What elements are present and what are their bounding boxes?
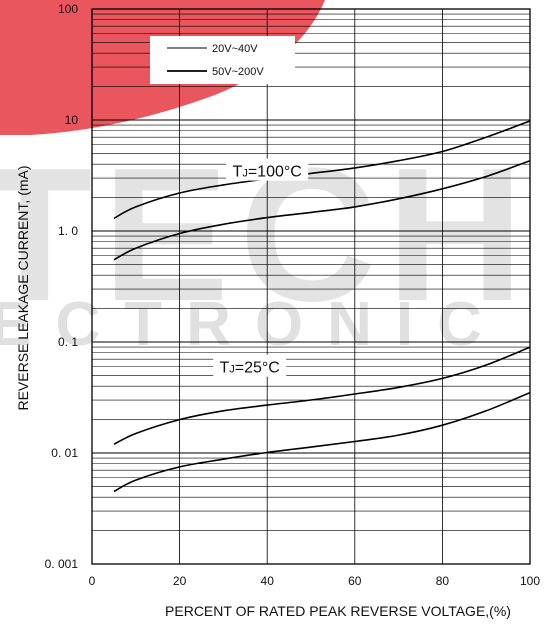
x-tick-label: 100 <box>520 574 540 588</box>
legend-label-50v-200v: 50V~200V <box>212 66 264 78</box>
legend: 20V~40V 50V~200V <box>150 36 295 84</box>
y-tick-label: 1. 0 <box>58 224 78 238</box>
y-tick-label: 10 <box>65 113 79 127</box>
y-tick-label: 0. 01 <box>51 446 78 460</box>
curve-3 <box>113 346 531 445</box>
watermark-text-bottom: ECTRONIC <box>0 290 506 359</box>
annotation-background <box>213 354 287 377</box>
x-tick-label: 40 <box>261 574 275 588</box>
grid <box>91 9 531 565</box>
curves <box>113 120 531 493</box>
plot-area-frame <box>91 8 531 565</box>
y-tick-label: 100 <box>58 2 78 16</box>
x-tick-labels: 0 20 40 60 80 100 <box>89 574 541 588</box>
legend-background <box>150 36 295 84</box>
annotations: TJ=100°C TJ=25°C <box>213 158 309 377</box>
x-tick-label: 80 <box>436 574 450 588</box>
x-tick-label: 60 <box>348 574 362 588</box>
annotation-label: TJ=25°C <box>219 360 279 377</box>
x-axis-label: PERCENT OF RATED PEAK REVERSE VOLTAGE,(%… <box>165 603 511 619</box>
y-tick-label: 0. 001 <box>45 557 79 571</box>
legend-label-20v-40v: 20V~40V <box>212 43 258 55</box>
annotation-background <box>226 158 309 181</box>
curve-1 <box>113 120 531 220</box>
annotation-label: TJ=100°C <box>233 164 302 181</box>
y-axis-label: REVERSE LEAKAGE CURRENT, (mA) <box>15 165 31 410</box>
x-tick-label: 0 <box>89 574 96 588</box>
curve-4 <box>113 391 531 493</box>
curve-2 <box>113 159 531 261</box>
x-tick-label: 20 <box>173 574 187 588</box>
y-tick-label: 0. 1 <box>58 335 78 349</box>
y-tick-labels: 0. 001 0. 01 0. 1 1. 0 10 100 <box>45 2 79 571</box>
